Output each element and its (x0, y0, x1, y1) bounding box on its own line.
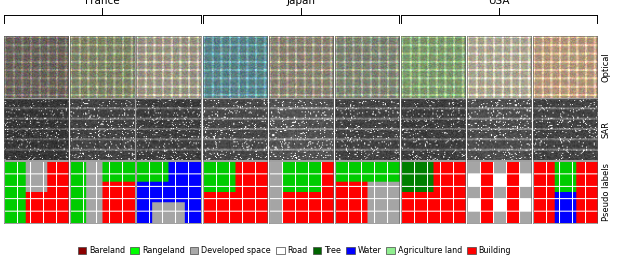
Text: Optical: Optical (602, 52, 611, 82)
Text: Japan: Japan (286, 0, 316, 6)
Text: SAR: SAR (602, 121, 611, 138)
Legend: Bareland, Rangeland, Developed space, Road, Tree, Water, Agriculture land, Build: Bareland, Rangeland, Developed space, Ro… (74, 243, 515, 259)
Text: France: France (85, 0, 120, 6)
Text: Pseudo labels: Pseudo labels (602, 163, 611, 221)
Text: USA: USA (488, 0, 510, 6)
